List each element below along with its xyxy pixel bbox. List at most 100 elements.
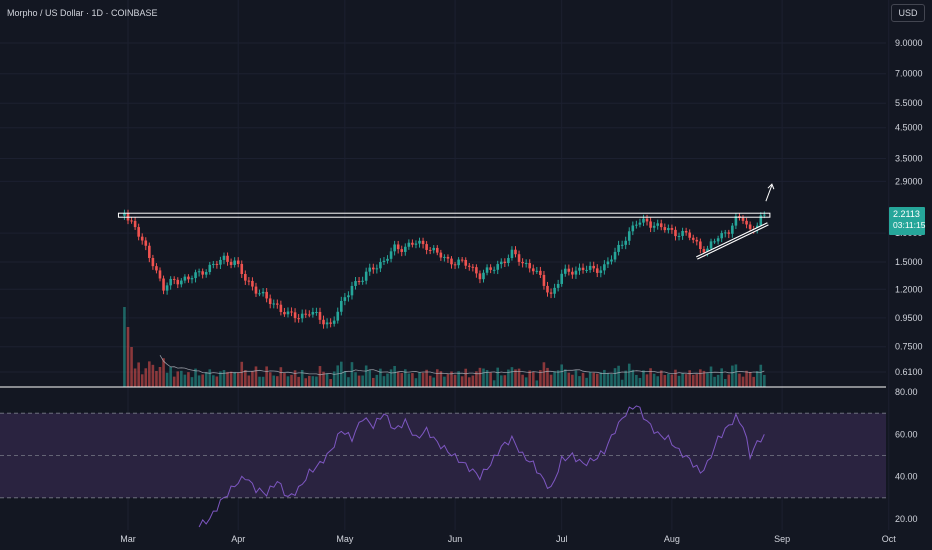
volume-bar	[496, 367, 500, 387]
candle-body	[535, 270, 539, 272]
price-tick-label: 1.2000	[895, 284, 923, 294]
candle-body	[361, 280, 364, 282]
volume-bar	[446, 374, 450, 387]
candle-body	[212, 263, 215, 265]
volume-bar	[627, 363, 631, 387]
volume-bar	[763, 374, 766, 387]
volume-bar	[606, 373, 610, 387]
candle-body	[709, 241, 713, 249]
candle-body	[197, 271, 201, 273]
candle-body	[521, 261, 524, 264]
volume-bar	[208, 369, 212, 387]
volume-bar	[357, 375, 361, 387]
volume-bar	[354, 372, 357, 387]
candle-body	[478, 273, 482, 280]
volume-bar	[183, 374, 187, 387]
volume-bar	[578, 376, 581, 387]
volume-bar	[272, 375, 276, 387]
time-axis[interactable]: Mar Apr May Jun Jul Aug Sep Oct	[120, 534, 896, 544]
price-tick-label: 0.7500	[895, 342, 923, 352]
rsi-line	[198, 405, 765, 528]
candle-body	[176, 279, 180, 285]
volume-bar	[286, 376, 290, 387]
volume-bar	[347, 377, 350, 387]
volume-bar	[531, 371, 535, 387]
candle-body	[578, 267, 581, 271]
candle-body	[304, 313, 308, 315]
candle-body	[251, 280, 254, 287]
candle-body	[713, 241, 716, 243]
candle-body	[592, 265, 596, 269]
candle-body	[411, 242, 414, 245]
candle-body	[510, 249, 514, 259]
time-tick-label: Sep	[774, 534, 790, 544]
candle-body	[556, 283, 560, 288]
volume-bar	[748, 371, 752, 387]
volume-bar	[482, 368, 485, 387]
volume-bar	[350, 362, 354, 387]
candle-body	[261, 291, 265, 294]
currency-button[interactable]: USD	[891, 4, 925, 22]
candle-body	[400, 249, 404, 252]
volume-bar	[251, 371, 254, 387]
candle-body	[581, 267, 585, 271]
volume-bar	[652, 373, 656, 387]
volume-bar	[567, 372, 571, 387]
volume-bar	[140, 374, 144, 387]
rsi-axis[interactable]: 80.00 60.00 40.00 20.00	[895, 387, 918, 524]
candle-body	[652, 225, 656, 228]
candle-body	[403, 246, 407, 252]
volume-bar	[521, 374, 524, 387]
candle-body	[595, 268, 599, 273]
candle-body	[172, 278, 176, 280]
volume-bar	[162, 358, 165, 387]
candle-body	[585, 269, 588, 271]
volume-bar	[428, 375, 432, 387]
volume-bar	[439, 371, 443, 387]
candle-body	[642, 218, 645, 223]
drawings[interactable]	[117, 183, 775, 260]
volume-bar	[752, 376, 755, 387]
candle-body	[492, 269, 496, 271]
volume-bar	[126, 327, 130, 387]
price-axis[interactable]: 9.00007.00005.50004.50003.50002.90001.90…	[895, 38, 923, 377]
volume-bar	[311, 376, 315, 387]
candle-body	[148, 245, 151, 258]
volume-bar	[229, 371, 233, 387]
candle-body	[133, 220, 137, 228]
symbol-title[interactable]: Morpho / US Dollar · 1D · COINBASE	[7, 8, 158, 18]
volume-bar	[546, 367, 549, 387]
volume-bar	[165, 372, 169, 387]
candle-body	[354, 281, 357, 286]
volume-bar	[197, 375, 201, 387]
candle-body	[731, 225, 734, 234]
candle-body	[421, 240, 425, 245]
candle-body	[165, 285, 169, 291]
volume-bar	[720, 368, 723, 387]
candle-body	[208, 264, 212, 273]
price-tick-label: 9.0000	[895, 38, 923, 48]
volume-bar	[254, 366, 258, 387]
candle-body	[560, 273, 564, 284]
volume-bar	[219, 371, 222, 387]
volume-bar	[236, 372, 240, 387]
candle-body	[254, 286, 258, 294]
volume-bar	[400, 373, 404, 387]
volume-bar	[645, 374, 649, 387]
candle-body	[496, 264, 500, 270]
time-tick-label: Mar	[120, 534, 136, 544]
volume-bar	[667, 373, 670, 387]
candle-body	[382, 260, 386, 263]
candle-body	[677, 235, 681, 237]
candle-body	[691, 237, 695, 240]
last-price-label: 2.2113 03:11:15	[889, 207, 925, 235]
candle-body	[418, 240, 421, 244]
bar-countdown: 03:11:15	[893, 220, 926, 230]
volume-bar	[731, 365, 734, 387]
volume-bar	[403, 369, 407, 387]
volume-bar	[332, 371, 336, 387]
candle-body	[233, 260, 236, 265]
candle-body	[489, 267, 492, 270]
volume-bar	[457, 371, 460, 387]
